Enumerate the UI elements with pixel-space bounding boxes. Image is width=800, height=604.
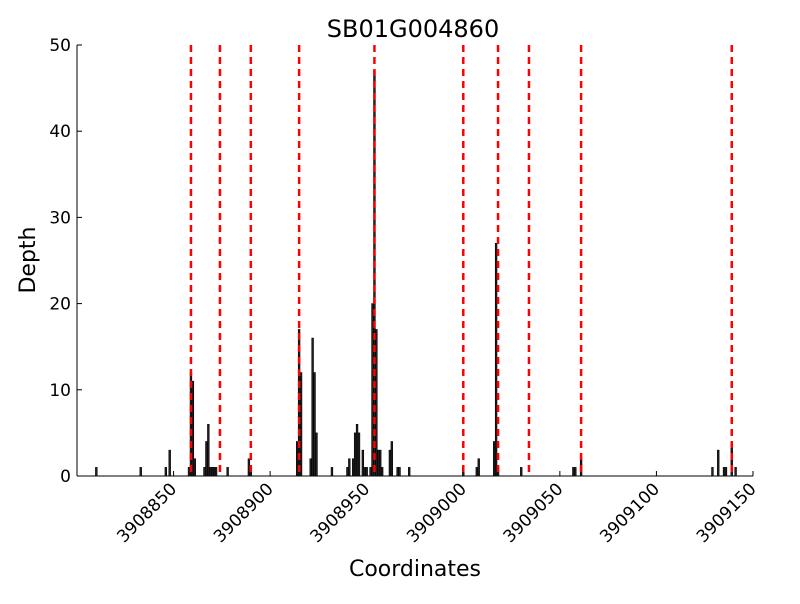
bar — [299, 372, 303, 477]
x-tick-label: 3908950 — [307, 479, 375, 547]
bar — [313, 372, 316, 477]
bar — [574, 467, 577, 477]
bar — [493, 441, 496, 477]
bar — [353, 432, 357, 477]
x-tick-label: 3909100 — [596, 479, 664, 547]
bar — [396, 467, 399, 477]
y-tick-label: 10 — [49, 381, 71, 401]
bar — [315, 432, 318, 477]
bar — [193, 458, 196, 477]
bar — [369, 467, 372, 477]
bar — [207, 423, 210, 477]
bar — [214, 467, 218, 477]
bar — [717, 449, 720, 477]
bar — [95, 467, 98, 477]
bar — [371, 303, 374, 477]
x-tick-label: 3908900 — [210, 479, 278, 547]
bar — [388, 449, 392, 477]
x-tick-label: 3909150 — [693, 479, 761, 547]
bar — [168, 449, 171, 477]
bar — [377, 449, 380, 477]
bar — [477, 458, 480, 477]
bar — [379, 449, 382, 477]
bar — [139, 467, 142, 477]
bar — [311, 337, 314, 477]
bar — [346, 467, 349, 477]
bar — [494, 242, 498, 477]
bar — [205, 441, 208, 477]
bar — [380, 467, 384, 477]
bar — [722, 467, 726, 477]
bar — [203, 467, 206, 477]
x-tick-label: 3909000 — [403, 479, 471, 547]
bar — [309, 458, 312, 477]
bar — [365, 467, 368, 477]
bar — [226, 467, 229, 477]
bar — [211, 467, 214, 477]
bar — [212, 467, 216, 477]
bar — [724, 467, 728, 477]
bar — [330, 467, 334, 477]
bar — [398, 467, 401, 477]
bar — [247, 458, 251, 477]
y-tick-label: 0 — [60, 467, 71, 487]
bar — [375, 329, 378, 477]
bar — [572, 467, 575, 477]
chart-title: SB01G004860 — [327, 15, 499, 43]
bar — [352, 458, 355, 477]
bar — [348, 458, 351, 477]
bar — [355, 423, 359, 477]
bar — [390, 441, 393, 477]
y-tick-label: 50 — [49, 36, 71, 56]
bar — [734, 467, 737, 477]
bar — [164, 467, 168, 477]
bar — [357, 432, 361, 477]
bar — [363, 467, 366, 477]
y-tick-label: 30 — [49, 208, 71, 228]
y-tick-label: 20 — [49, 295, 71, 315]
bar — [408, 467, 411, 477]
bar — [361, 449, 365, 477]
x-tick-label: 3909050 — [500, 479, 568, 547]
bar — [187, 467, 191, 477]
bar — [209, 467, 212, 477]
bar — [189, 372, 193, 477]
bar — [475, 467, 478, 477]
bar — [520, 467, 523, 477]
bar — [711, 467, 714, 477]
bar — [296, 441, 299, 477]
y-axis-label: Depth — [16, 226, 41, 293]
x-tick-label: 3908850 — [113, 479, 181, 547]
bar — [191, 380, 195, 477]
y-tick-label: 40 — [49, 122, 71, 142]
x-axis-label: Coordinates — [349, 557, 481, 582]
